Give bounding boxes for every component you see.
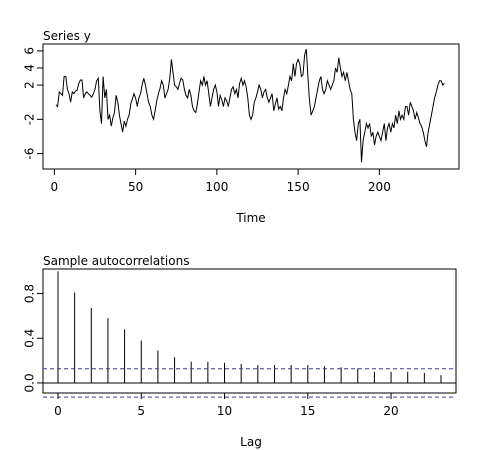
lag-tick-label: 5 (137, 404, 145, 418)
time-series-line (55, 48, 445, 163)
time-series-frame (42, 43, 460, 170)
acf-tick-label: 0.4 (23, 329, 37, 348)
acf-x-label: Lag (240, 435, 262, 449)
time-series-panel: Series y 0 50 100 150 200 -6 -2 2 4 6 Time (23, 29, 460, 225)
time-tick-label: 100 (205, 180, 228, 194)
value-tick-label: -6 (23, 148, 37, 160)
time-series-x-label: Time (235, 211, 265, 225)
time-tick-label: 50 (128, 180, 143, 194)
value-tick-label: 2 (23, 81, 37, 89)
lag-tick-label: 15 (300, 404, 315, 418)
acf-tick-label: 0.8 (23, 284, 37, 303)
time-tick-label: 150 (287, 180, 310, 194)
time-series-y-axis: -6 -2 2 4 6 (23, 47, 43, 160)
acf-x-axis: 0 5 10 15 20 (54, 393, 399, 418)
time-tick-label: 200 (368, 180, 391, 194)
lag-tick-label: 20 (383, 404, 398, 418)
acf-title: Sample autocorrelations (43, 254, 189, 268)
time-series-title: Series y (43, 29, 91, 43)
acf-tick-label: 0.0 (23, 373, 37, 392)
value-tick-label: -2 (23, 113, 37, 125)
acf-panel: Sample autocorrelations 0 5 10 15 20 0.00.40… (23, 254, 457, 449)
acf-y-axis: 0.0 0.4 0.8 (23, 284, 43, 392)
value-tick-label: 4 (23, 64, 37, 72)
lag-tick-label: 0 (54, 404, 62, 418)
value-tick-label: 6 (23, 47, 37, 55)
lag-tick-label: 10 (217, 404, 232, 418)
time-tick-label: 0 (51, 180, 59, 194)
acf-frame (42, 268, 457, 394)
time-series-x-axis: 0 50 100 150 200 (51, 169, 391, 194)
acf-bars (57, 271, 442, 383)
acf-reference-lines (43, 368, 456, 398)
